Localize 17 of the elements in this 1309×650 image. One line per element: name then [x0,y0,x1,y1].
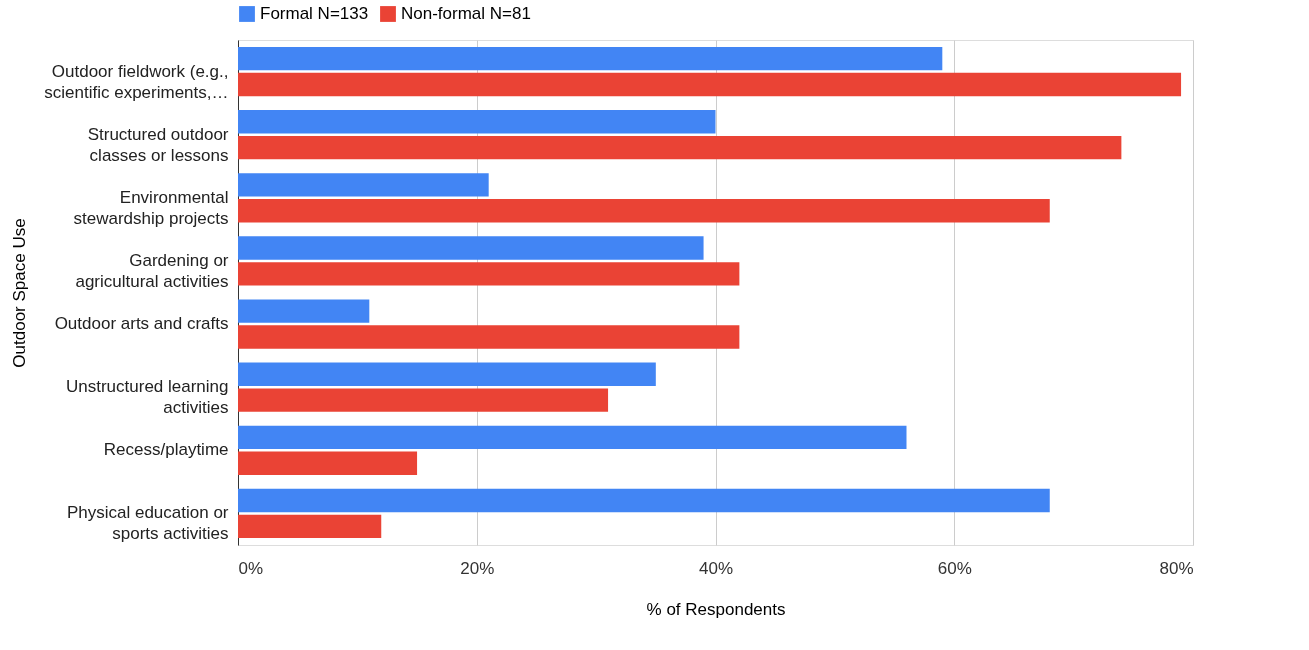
y-tick-label: Outdoor fieldwork (e.g., scientific experiments,… [44,61,229,102]
y-tick-label: Physical education or sports activities [66,503,229,544]
y-tick-label: Structured outdoor classes or lessons [87,124,229,165]
x-tick-label: 80% [1159,558,1194,578]
x-tick-label: 60% [937,558,972,578]
x-tick-label: 20% [460,558,495,578]
y-tick-label: Unstructured learning activities [65,377,229,418]
x-tick-label: 40% [698,558,734,578]
y-tick-label: Recess/playtime [103,440,229,460]
y-tick-label: Outdoor arts and crafts [54,314,229,334]
x-axis-title: % of Respondents [646,599,786,619]
y-tick-label: Environmental stewardship projects [73,187,229,228]
y-axis-title: Outdoor Space Use [10,218,30,368]
y-tick-label: Gardening or agricultural activities [75,250,229,291]
legend-label: Non-formal N=81 [401,4,531,23]
x-tick-label: 0% [238,558,264,578]
legend-label: Formal N=133 [260,4,369,23]
